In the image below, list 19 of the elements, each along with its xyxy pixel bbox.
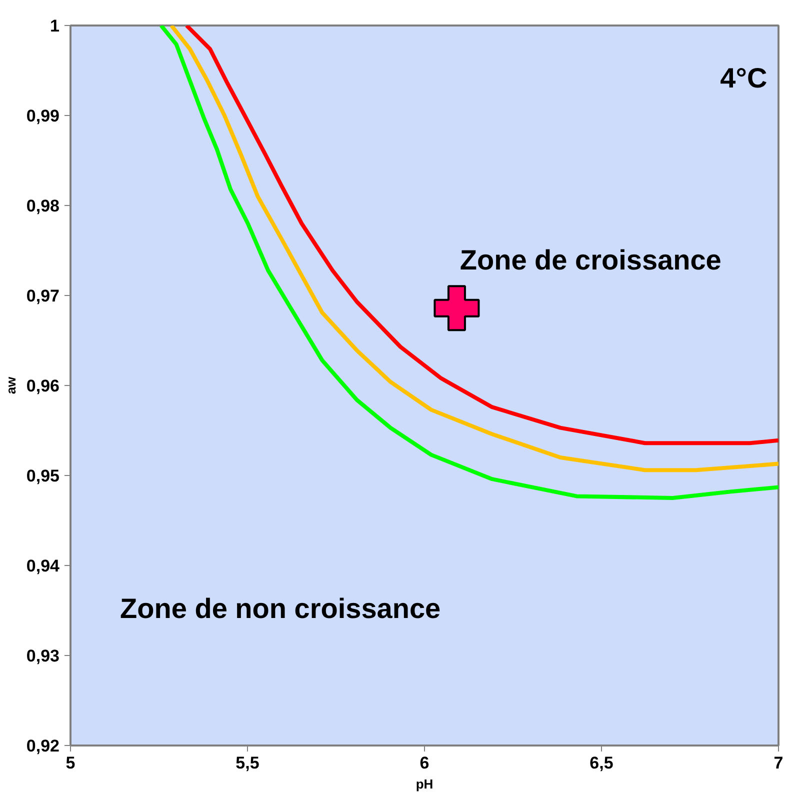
y-tick-label: 0,97 — [26, 286, 60, 306]
y-tick-label: 0,98 — [26, 196, 60, 216]
annotation: 4°C — [720, 62, 768, 94]
x-tick-label: 6,5 — [590, 754, 614, 772]
x-tick-label: 5 — [66, 754, 76, 772]
y-axis-title: aw — [3, 376, 18, 394]
annotation: Zone de non croissance — [120, 593, 441, 624]
y-tick-label: 0,93 — [26, 646, 60, 666]
y-tick-label: 0,95 — [26, 466, 60, 486]
x-tick-label: 6 — [420, 754, 430, 772]
y-tick-label: 1 — [50, 16, 60, 36]
y-tick-label: 0,94 — [26, 556, 60, 576]
y-tick-label: 0,99 — [26, 106, 60, 126]
annotation: Zone de croissance — [460, 244, 722, 276]
x-axis-title: pH — [416, 776, 434, 792]
y-tick-label: 0,92 — [26, 736, 60, 756]
x-tick-label: 5,5 — [236, 754, 260, 772]
x-tick-label: 7 — [774, 754, 784, 772]
y-tick-label: 0,96 — [26, 376, 60, 396]
